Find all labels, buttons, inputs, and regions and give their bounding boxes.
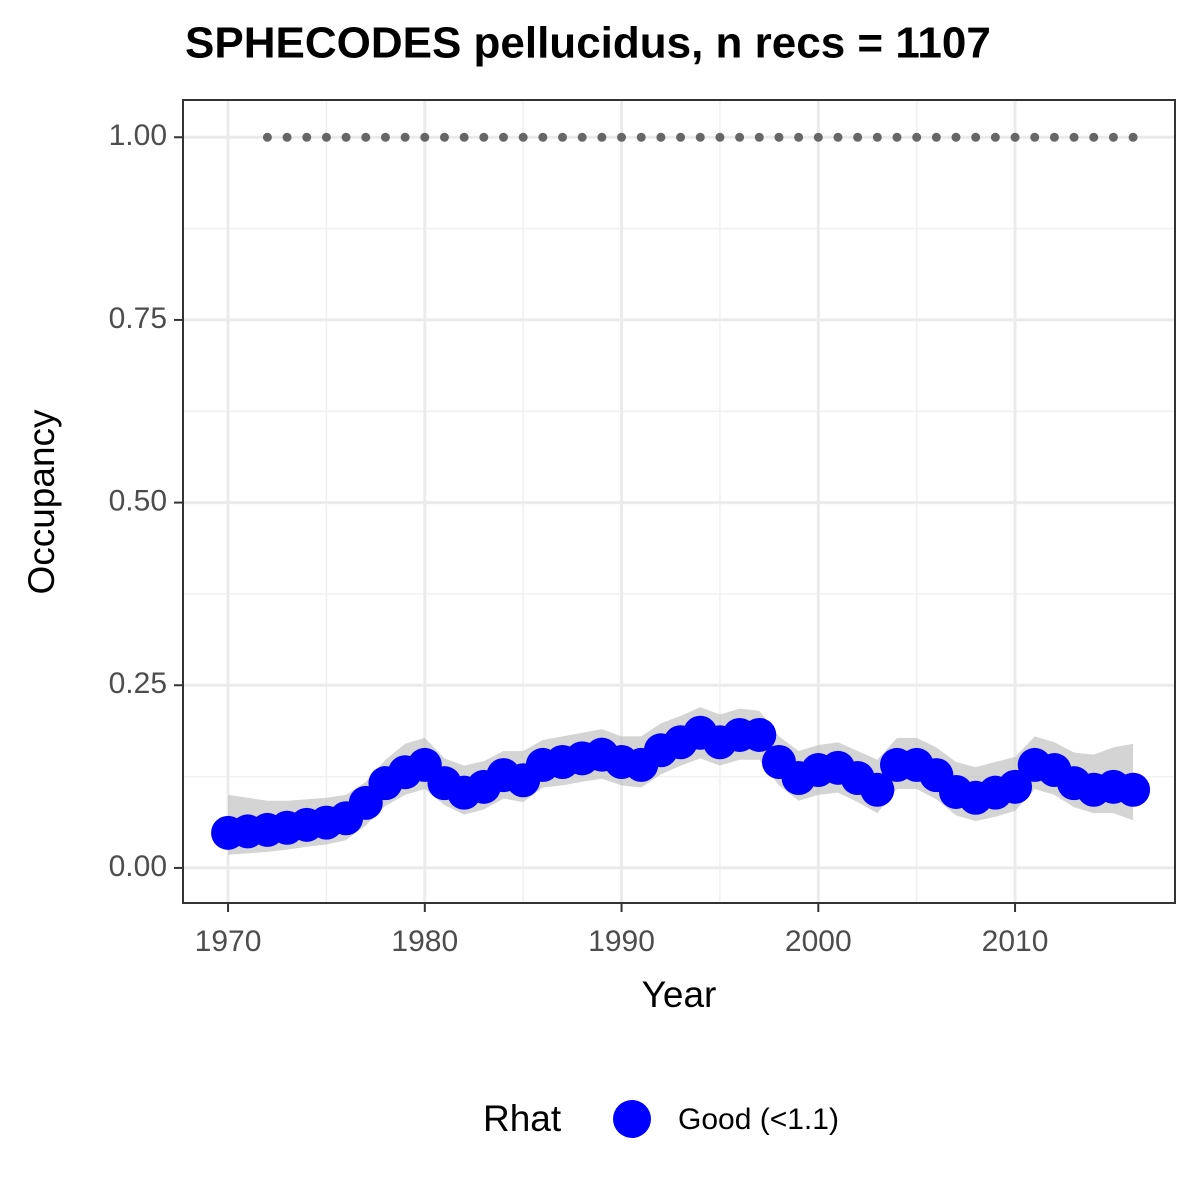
y-tick-label: 0.25 xyxy=(109,667,167,700)
dot xyxy=(577,132,587,142)
y-axis-title: Occupancy xyxy=(21,409,62,595)
confidence-band xyxy=(228,707,1134,855)
dot xyxy=(380,132,390,142)
dot xyxy=(1010,132,1020,142)
legend-label: Good (<1.1) xyxy=(678,1103,839,1136)
dot xyxy=(715,132,725,142)
dot xyxy=(735,132,745,142)
y-tick-label: 0.50 xyxy=(109,485,167,518)
x-tick-label: 1990 xyxy=(588,925,655,958)
y-tick-label: 0.75 xyxy=(109,302,167,335)
dot xyxy=(558,132,568,142)
dot xyxy=(262,132,272,142)
point xyxy=(1116,772,1151,807)
dot xyxy=(656,132,666,142)
dot xyxy=(892,132,902,142)
dot xyxy=(774,132,784,142)
dot xyxy=(1128,132,1138,142)
dot xyxy=(459,132,469,142)
x-axis-title: Year xyxy=(642,974,717,1015)
dot xyxy=(321,132,331,142)
plot-border xyxy=(182,99,1176,904)
dot xyxy=(912,132,922,142)
legend-title: Rhat xyxy=(483,1098,562,1139)
dot xyxy=(420,132,430,142)
dot xyxy=(518,132,528,142)
dot xyxy=(597,132,607,142)
dot xyxy=(479,132,489,142)
dot xyxy=(617,132,627,142)
legend: Rhat Good (<1.1) xyxy=(483,1098,839,1139)
dot xyxy=(872,132,882,142)
dot xyxy=(1049,132,1059,142)
dot xyxy=(538,132,548,142)
dot xyxy=(1089,132,1099,142)
dot xyxy=(754,132,764,142)
point xyxy=(860,772,895,807)
chart-title: SPHECODES pellucidus, n recs = 1107 xyxy=(185,19,991,68)
dot xyxy=(833,132,843,142)
dot xyxy=(990,132,1000,142)
dot xyxy=(499,132,509,142)
x-tick-label: 1980 xyxy=(391,925,458,958)
dot xyxy=(341,132,351,142)
x-tick-label: 1970 xyxy=(195,925,262,958)
y-tick-label: 0.00 xyxy=(109,850,167,883)
dot xyxy=(400,132,410,142)
dot xyxy=(676,132,686,142)
x-tick-label: 2000 xyxy=(785,925,852,958)
y-tick-label: 1.00 xyxy=(109,119,167,152)
dot xyxy=(302,132,312,142)
dot xyxy=(636,132,646,142)
point xyxy=(998,769,1033,804)
x-tick-label: 2010 xyxy=(982,925,1049,958)
dot xyxy=(853,132,863,142)
dot xyxy=(1030,132,1040,142)
dot xyxy=(1108,132,1118,142)
dot xyxy=(813,132,823,142)
dot xyxy=(951,132,961,142)
dot xyxy=(794,132,804,142)
dot xyxy=(1069,132,1079,142)
dot xyxy=(695,132,705,142)
dot xyxy=(439,132,449,142)
dot xyxy=(361,132,371,142)
legend-key xyxy=(613,1100,651,1138)
dot xyxy=(282,132,292,142)
dot xyxy=(931,132,941,142)
dot xyxy=(971,132,981,142)
point xyxy=(742,717,777,752)
